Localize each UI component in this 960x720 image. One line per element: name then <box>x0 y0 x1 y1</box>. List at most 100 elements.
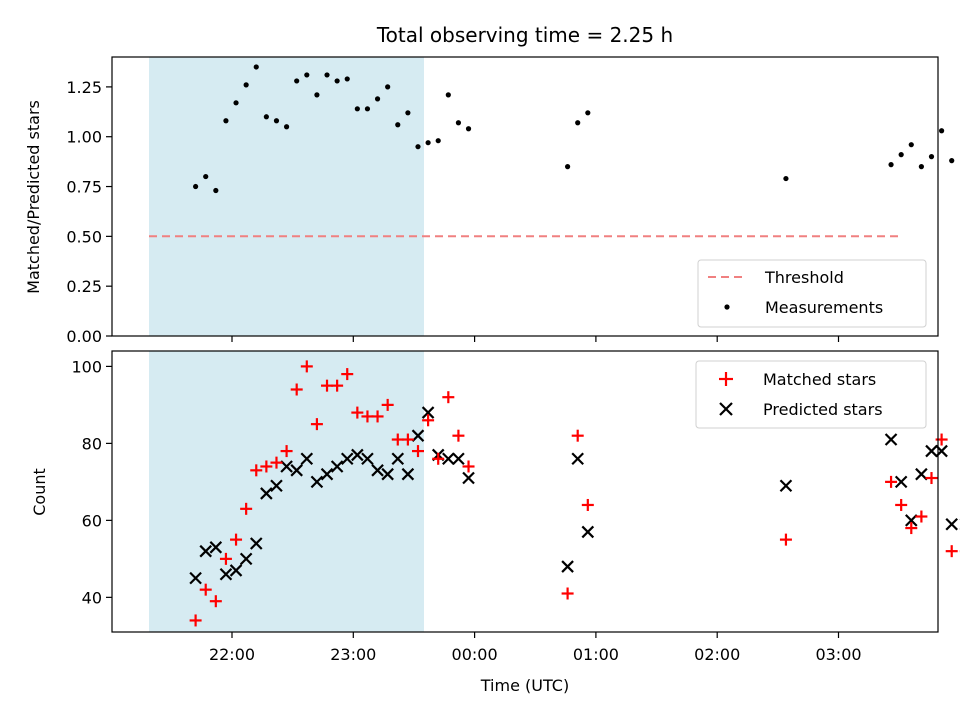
ratio-legend: Threshold Measurements <box>697 259 927 328</box>
chart-title: Total observing time = 2.25 h <box>376 23 673 47</box>
measurement-point <box>193 183 199 190</box>
measurement-point <box>564 164 571 170</box>
y-tick-label: 0.00 <box>66 327 102 346</box>
matched-star-point <box>300 360 313 373</box>
x-tick-label: 02:00 <box>694 645 740 664</box>
matched-star-point <box>462 460 475 473</box>
matched-star-point <box>779 533 792 546</box>
matched-star-point <box>925 472 938 485</box>
measurement-point <box>415 144 421 150</box>
x-axis-label: Time (UTC) <box>480 676 569 695</box>
y-tick-label: 1.00 <box>66 128 102 147</box>
measurement-point <box>455 120 462 126</box>
predicted-star-point <box>270 479 283 493</box>
predicted-star-point <box>571 452 584 466</box>
matched-star-point <box>209 595 222 608</box>
predicted-star-point <box>300 452 314 466</box>
measurement-point <box>314 92 320 98</box>
x-tick-label: 00:00 <box>452 645 498 664</box>
predicted-star-point <box>442 452 455 466</box>
matched-star-point <box>442 391 455 404</box>
measurement-point <box>575 120 581 126</box>
measurement-point <box>203 173 209 180</box>
count-legend: Matched stars Predicted stars <box>695 360 927 429</box>
count-points <box>189 360 960 627</box>
measurement-point <box>263 114 269 120</box>
predicted-star-point <box>330 460 344 473</box>
measurement-point <box>405 110 411 116</box>
y-tick-label: 100 <box>71 357 102 376</box>
predicted-star-point <box>925 444 938 458</box>
measurement-point <box>949 158 955 164</box>
matched-star-point <box>199 583 212 596</box>
observing-span-shade <box>149 57 424 336</box>
count-panel: 40 60 80 100 22:00 23:00 00:00 01:00 02:00 03:00… <box>30 350 960 695</box>
predicted-star-point <box>351 448 364 462</box>
ratio-y-axis: 0.00 0.25 0.50 0.75 1.00 1.25 <box>66 78 112 346</box>
count-x-axis: 22:00 23:00 00:00 01:00 02:00 03:00 <box>209 632 862 664</box>
predicted-star-point <box>561 560 574 573</box>
matched-star-point <box>341 368 354 381</box>
predicted-star-point <box>779 479 793 493</box>
measurement-point <box>908 142 914 148</box>
predicted-star-point <box>915 467 928 481</box>
count-y-axis-label: Count <box>30 468 49 516</box>
predicted-star-point <box>310 475 324 489</box>
matched-star-point <box>240 502 253 515</box>
measurement-point <box>385 84 391 90</box>
predicted-star-point <box>411 429 425 442</box>
measurement-point <box>898 152 904 158</box>
y-tick-label: 0.25 <box>66 277 102 296</box>
matched-star-point <box>361 410 374 423</box>
predicted-star-point <box>260 487 273 500</box>
legend-measurements-swatch <box>724 304 730 310</box>
matched-star-point <box>351 406 364 419</box>
measurement-point <box>888 162 894 168</box>
x-tick-label: 23:00 <box>330 645 376 664</box>
ratio-legend-box <box>697 259 927 328</box>
predicted-star-point <box>381 467 394 481</box>
measurement-point <box>223 118 229 124</box>
legend-matched-label: Matched stars <box>763 370 876 389</box>
measurement-point <box>334 78 340 84</box>
matched-star-point <box>571 429 584 442</box>
predicted-star-point <box>391 452 405 466</box>
measurement-point <box>324 72 330 78</box>
measurement-point <box>928 154 935 160</box>
measurement-point <box>344 76 350 82</box>
measurement-point <box>374 96 381 102</box>
count-y-axis: 40 60 80 100 <box>71 357 112 607</box>
matched-star-point <box>945 545 958 558</box>
legend-predicted-label: Predicted stars <box>763 400 883 419</box>
matched-star-point <box>885 475 898 488</box>
y-tick-label: 1.25 <box>66 78 102 97</box>
legend-predicted-swatch <box>719 402 733 416</box>
matched-star-point <box>401 433 414 446</box>
matched-star-point <box>391 433 404 446</box>
matched-star-point <box>411 445 424 458</box>
y-tick-label: 40 <box>82 588 102 607</box>
ratio-panel: 0.00 0.25 0.50 0.75 1.00 1.25 Total observing… <box>24 23 955 346</box>
x-tick-label: 03:00 <box>815 645 861 664</box>
measurement-point <box>283 124 290 130</box>
predicted-star-point <box>249 537 263 550</box>
y-tick-label: 0.75 <box>66 178 102 197</box>
matched-star-point <box>310 418 323 431</box>
predicted-star-point <box>229 564 243 577</box>
predicted-star-point <box>371 464 384 477</box>
measurement-point <box>243 82 249 88</box>
matched-star-point <box>260 460 273 473</box>
ratio-plot-frame <box>111 56 939 337</box>
predicted-star-point <box>884 433 898 446</box>
predicted-star-point <box>421 406 435 419</box>
predicted-star-point <box>199 544 212 558</box>
matched-star-point <box>321 379 334 392</box>
measurement-point <box>233 100 239 106</box>
measurement-point <box>783 175 789 182</box>
matched-star-point <box>905 522 918 535</box>
measurement-point <box>425 140 431 146</box>
ratio-y-axis-label: Matched/Predicted stars <box>24 100 43 294</box>
predicted-star-point <box>290 464 303 477</box>
measurement-point <box>304 72 310 78</box>
